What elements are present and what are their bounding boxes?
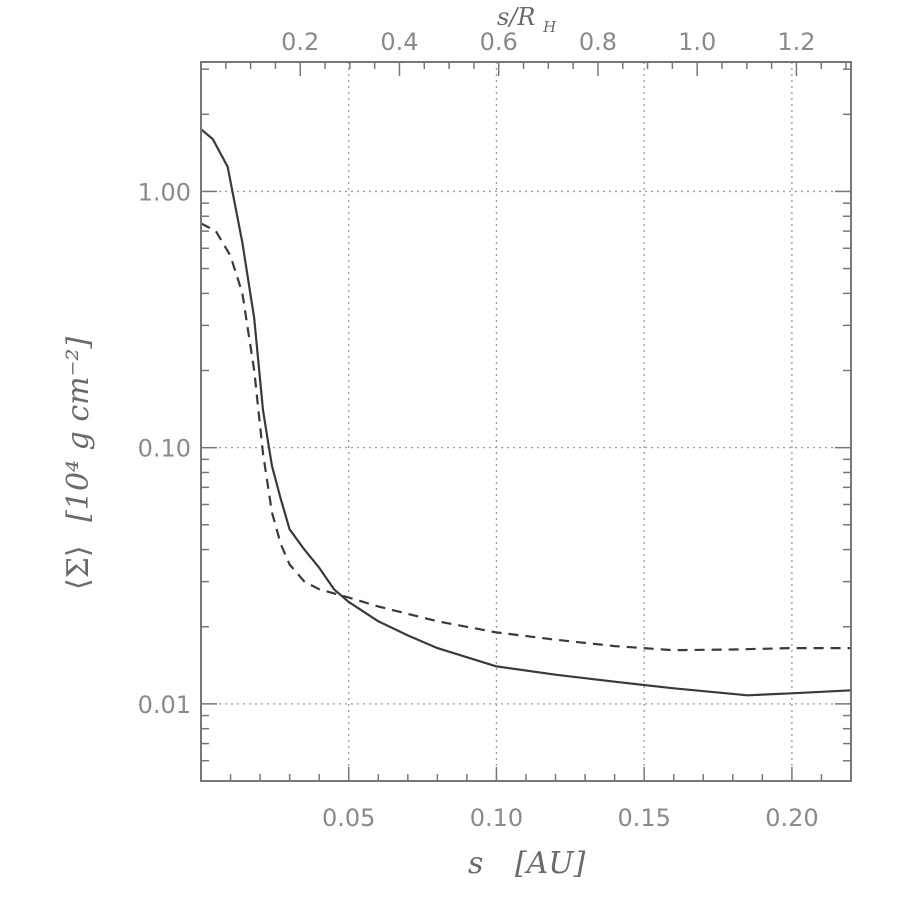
grid-lines bbox=[201, 62, 851, 781]
top-x-tick-label: 0.2 bbox=[281, 28, 319, 56]
solid-series-line bbox=[200, 128, 852, 697]
top-x-tick-label: 0.6 bbox=[480, 28, 518, 56]
dashed-series-line bbox=[200, 222, 851, 652]
top-x-tick-label: 1.2 bbox=[777, 28, 815, 56]
x-axis-symbol: s bbox=[468, 846, 483, 881]
series-lines bbox=[200, 128, 852, 697]
x-axis-label: s [AU] bbox=[468, 846, 586, 881]
x-axis-unit: [AU] bbox=[515, 846, 586, 881]
top-x-tick-label: 0.4 bbox=[380, 28, 418, 56]
x-tick-label: 0.20 bbox=[765, 804, 818, 832]
tick-labels: 0.05 0.10 0.15 0.20 0.2 0.4 0.6 0.8 1.0 1.2 0.01 0.… bbox=[138, 28, 819, 832]
x-tick-label: 0.05 bbox=[322, 804, 375, 832]
x-tick-label: 0.10 bbox=[470, 804, 523, 832]
y-tick-label: 1.00 bbox=[138, 178, 191, 206]
y-tick-label: 0.01 bbox=[138, 691, 191, 719]
top-x-tick-label: 0.8 bbox=[579, 28, 617, 56]
y-tick-label: 0.10 bbox=[138, 435, 191, 463]
plot-frame bbox=[200, 61, 852, 782]
top-x-axis-symbol: s/R bbox=[497, 3, 535, 31]
x-tick-label: 0.15 bbox=[617, 804, 670, 832]
top-x-axis-subscript: H bbox=[542, 18, 557, 36]
y-axis-unit: [10⁴ g cm⁻²] bbox=[61, 337, 96, 522]
axis-ticks bbox=[201, 62, 851, 782]
y-axis-symbol: ⟨Σ⟩ bbox=[61, 545, 96, 590]
y-axis-label: ⟨Σ⟩ [10⁴ g cm⁻²] bbox=[61, 337, 96, 590]
top-x-axis-label: s/R H bbox=[497, 3, 557, 36]
top-x-tick-label: 1.0 bbox=[678, 28, 716, 56]
